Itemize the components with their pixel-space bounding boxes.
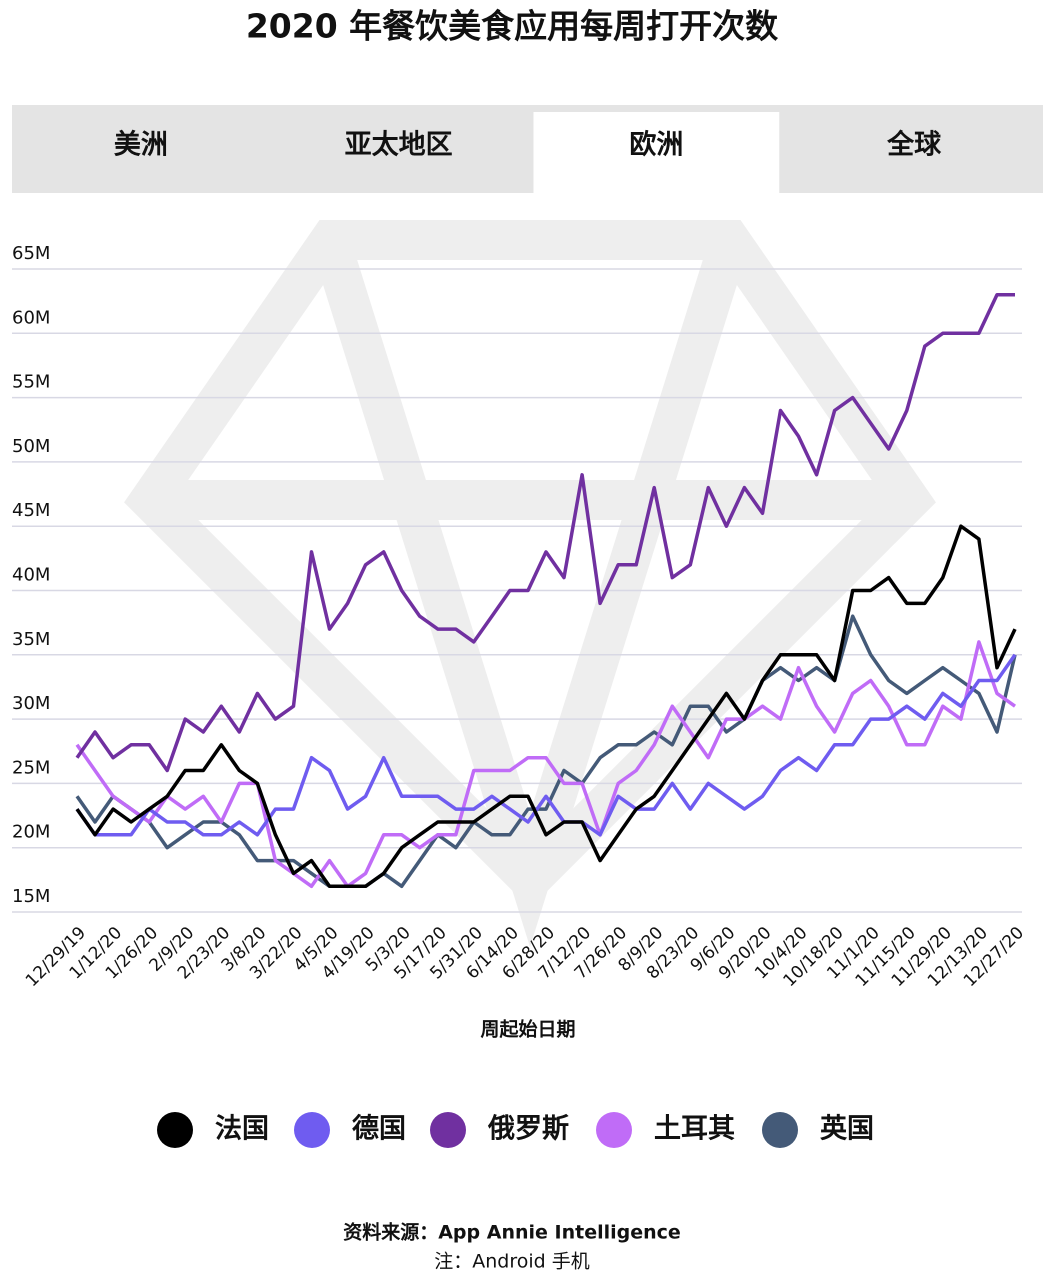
- series-line: [75, 614, 1017, 889]
- legend-label: 俄罗斯: [487, 1114, 569, 1145]
- y-tick-label: 40M: [12, 565, 50, 586]
- y-tick-label: 30M: [12, 693, 50, 714]
- y-tick-label: 50M: [12, 436, 50, 457]
- legend-swatch: [157, 1112, 193, 1148]
- series-line: [75, 292, 1015, 773]
- tab[interactable]: 美洲: [114, 129, 168, 161]
- y-tick-label: 65M: [12, 243, 50, 264]
- tab[interactable]: 全球: [886, 129, 942, 161]
- legend-item[interactable]: 俄罗斯: [430, 1112, 569, 1148]
- watermark: [124, 220, 936, 948]
- legend-item[interactable]: 德国: [294, 1112, 406, 1148]
- y-tick-label: 20M: [12, 822, 50, 843]
- series-line: [75, 640, 1017, 889]
- legend-item[interactable]: 英国: [762, 1112, 874, 1148]
- source-note: 资料来源：App Annie Intelligence: [343, 1221, 681, 1244]
- legend-swatch: [430, 1112, 466, 1148]
- series-line: [75, 653, 1017, 837]
- y-tick-label: 60M: [12, 307, 50, 328]
- legend-swatch: [294, 1112, 330, 1148]
- y-tick-label: 25M: [12, 757, 50, 778]
- y-tick-label: 45M: [12, 500, 50, 521]
- series-line: [75, 524, 1017, 889]
- legend-label: 德国: [352, 1114, 406, 1145]
- legend-item[interactable]: 土耳其: [596, 1112, 735, 1148]
- y-tick-label: 35M: [12, 629, 50, 650]
- legend-label: 英国: [820, 1114, 874, 1145]
- y-tick-label: 55M: [12, 372, 50, 393]
- active-tab: [533, 112, 780, 193]
- title: 2020 年餐饮美食应用每周打开次数: [246, 7, 779, 46]
- y-tick-label: 15M: [12, 886, 50, 907]
- tab[interactable]: 欧洲: [629, 130, 683, 161]
- footnote: 注：Android 手机: [434, 1251, 590, 1273]
- legend-swatch: [762, 1112, 798, 1148]
- legend-label: 法国: [215, 1114, 269, 1145]
- legend-swatch: [596, 1112, 632, 1148]
- tab[interactable]: 亚太地区: [345, 130, 453, 161]
- legend-label: 土耳其: [654, 1114, 735, 1145]
- tab-bar: [12, 105, 1043, 193]
- legend-item[interactable]: 法国: [157, 1112, 269, 1148]
- x-axis-title: 周起始日期: [480, 1018, 575, 1041]
